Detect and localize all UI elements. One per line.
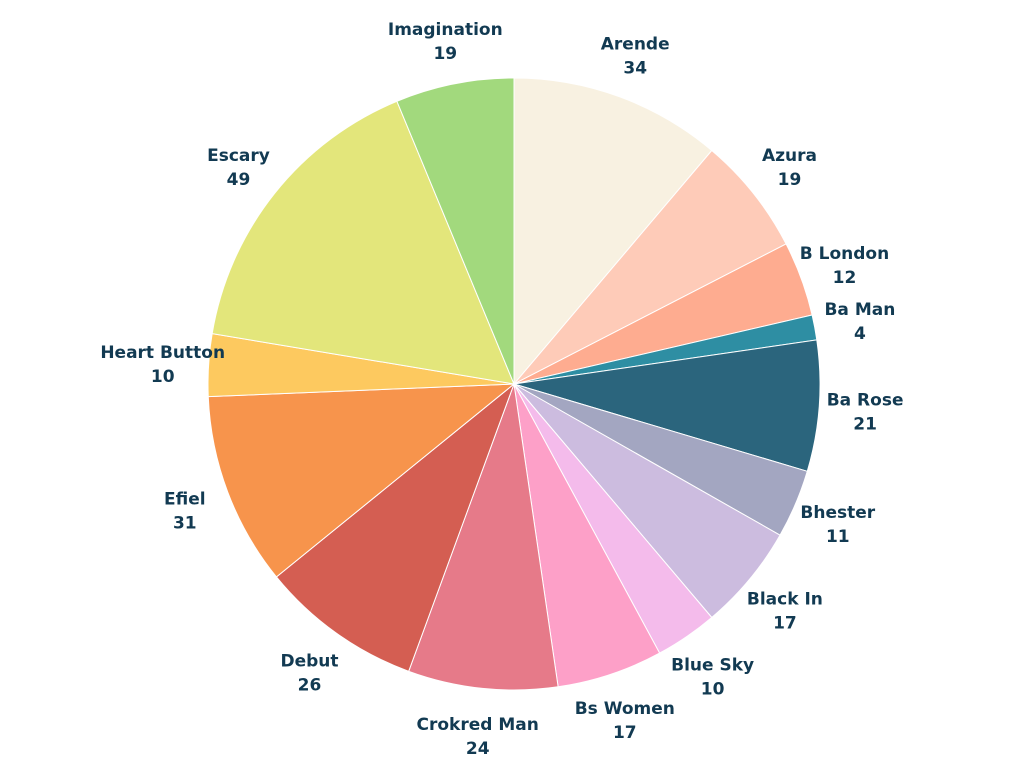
pie-slice-escary [211, 100, 515, 385]
labels-layer: Arende 34 Azura 19 B London 12 Ba Man 4 Ba Rose 2… [100, 20, 903, 759]
slice-label-value: 10 [701, 680, 725, 700]
slice-label-debut: Debut 26 [280, 652, 338, 696]
slice-label-name: Ba Rose [827, 390, 904, 410]
slice-label-name: Ba Man [824, 300, 895, 320]
pie-slice-imagination [396, 77, 515, 385]
slice-label-value: 17 [613, 723, 637, 743]
slice-label-bs-women: Bs Women 17 [575, 699, 675, 743]
slice-label-value: 12 [833, 268, 857, 288]
slices-layer [207, 77, 821, 691]
slice-label-name: Heart Button [100, 343, 225, 363]
slice-label-ba-man: Ba Man 4 [824, 300, 895, 344]
slice-label-name: Efiel [164, 490, 206, 510]
slice-label-b-london: B London 12 [800, 244, 889, 288]
slice-label-name: Azura [762, 146, 817, 166]
slice-label-value: 49 [227, 170, 251, 190]
pie-slice-efiel [207, 383, 516, 578]
slice-label-name: B London [800, 244, 889, 264]
slice-label-arende: Arende 34 [601, 35, 670, 79]
slice-label-name: Debut [280, 652, 338, 672]
slice-label-name: Bs Women [575, 699, 675, 719]
slice-label-black-in: Black In 17 [747, 590, 823, 634]
slice-label-value: 21 [853, 414, 877, 434]
slice-label-blue-sky: Blue Sky 10 [671, 656, 754, 700]
slice-label-value: 19 [433, 44, 457, 64]
slice-label-value: 11 [826, 527, 850, 547]
slice-label-value: 34 [623, 59, 647, 79]
slice-label-value: 31 [173, 514, 197, 534]
slice-label-name: Imagination [388, 20, 503, 40]
slice-label-heart-button: Heart Button 10 [100, 343, 225, 387]
pie-slice-arende [513, 77, 713, 386]
slice-label-crokred-man: Crokred Man 24 [417, 715, 539, 759]
slice-label-name: Crokred Man [417, 715, 539, 735]
slice-label-value: 10 [151, 367, 175, 387]
slice-label-value: 24 [466, 739, 490, 759]
slice-label-azura: Azura 19 [762, 146, 817, 190]
slice-label-efiel: Efiel 31 [164, 490, 206, 534]
slice-label-name: Blue Sky [671, 656, 754, 676]
slice-label-escary: Escary 49 [207, 146, 270, 190]
slice-label-value: 26 [298, 676, 322, 696]
slice-label-value: 4 [854, 324, 866, 344]
pie-slice-azura [513, 149, 787, 385]
pie-slice-debut [275, 382, 516, 672]
slice-label-name: Escary [207, 146, 270, 166]
slice-label-name: Arende [601, 35, 670, 55]
slice-label-value: 19 [778, 170, 802, 190]
slice-label-bhester: Bhester 11 [800, 503, 875, 547]
pie-slice-ba-rose [513, 339, 821, 472]
slice-label-name: Black In [747, 590, 823, 610]
slice-label-imagination: Imagination 19 [388, 20, 503, 64]
slice-label-ba-rose: Ba Rose 21 [827, 390, 904, 434]
pie-slice-crokred-man [408, 383, 559, 691]
slice-label-value: 17 [773, 614, 797, 634]
slice-label-name: Bhester [800, 503, 875, 523]
